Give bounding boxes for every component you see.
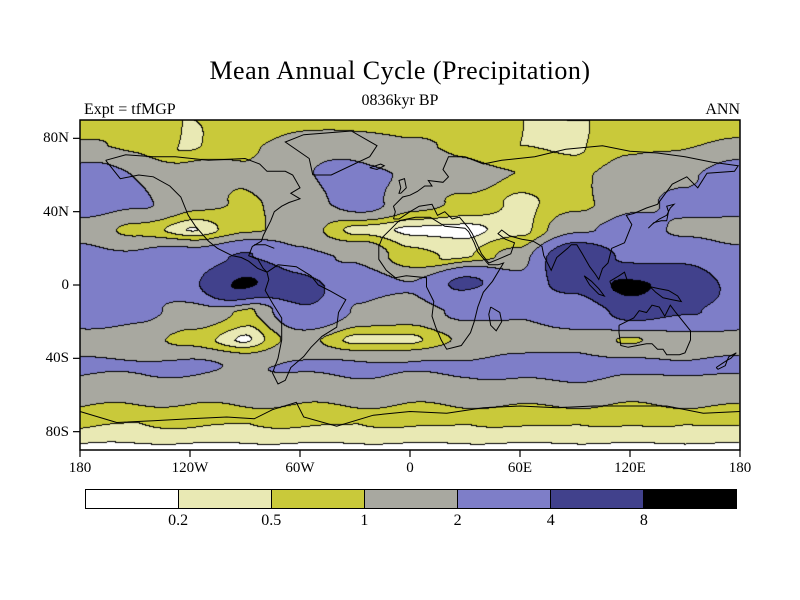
lon-tick-label: 60E	[507, 460, 533, 476]
lat-tick-label: 80S	[45, 423, 69, 440]
lon-tick-label: 120E	[614, 460, 646, 476]
colorbar-segment	[271, 490, 364, 508]
lon-tick-label: 180	[68, 460, 92, 476]
lon-tick-label: 180	[728, 460, 752, 476]
colorbar-tick-label: 1	[360, 512, 369, 529]
colorbar-tick-label: 4	[546, 512, 555, 529]
experiment-label: Expt = tfMGP	[84, 101, 176, 118]
colorbar-tick-label: 0.2	[168, 512, 189, 529]
colorbar-tick-label: 0.5	[261, 512, 282, 529]
colorbar-segment	[550, 490, 643, 508]
colorbar-segment	[643, 490, 736, 508]
colorbar-segment	[457, 490, 550, 508]
lon-tick-label: 60W	[285, 460, 315, 476]
lon-tick-label: 0	[406, 460, 414, 476]
plot-title: Mean Annual Cycle (Precipitation)	[209, 56, 591, 85]
lat-tick-label: 40N	[43, 203, 69, 220]
plot-subtitle: 0836kyr BP	[361, 92, 439, 109]
lon-tick-label: 120W	[171, 460, 209, 476]
colorbar-tick-label: 8	[639, 512, 648, 529]
colorbar-segment	[178, 490, 271, 508]
lat-tick-label: 40S	[45, 350, 69, 367]
colorbar-tick-label: 2	[453, 512, 462, 529]
lat-tick-label: 0	[61, 277, 70, 293]
season-label: ANN	[705, 101, 740, 118]
precipitation-map-canvas	[80, 120, 740, 450]
colorbar-segment	[364, 490, 457, 508]
colorbar-segment	[86, 490, 178, 508]
lat-tick-label: 80N	[43, 130, 69, 147]
colorbar	[85, 489, 737, 509]
